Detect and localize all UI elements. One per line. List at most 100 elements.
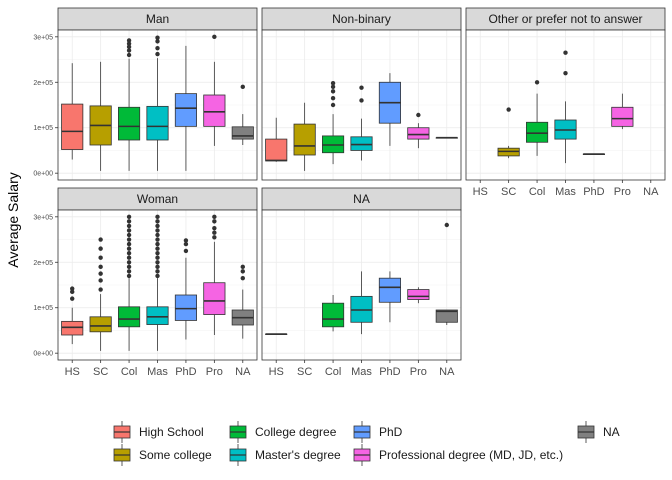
legend-label: High School: [139, 425, 204, 439]
outlier-point: [126, 223, 132, 229]
x-tick-label: Pro: [410, 366, 427, 378]
x-tick-label: Pro: [614, 186, 631, 198]
outlier-point: [330, 80, 336, 86]
outlier-point: [155, 51, 160, 57]
facet-panel: Other or prefer not to answer HS SC Col Mas P…: [465, 7, 666, 198]
facet-strip-label: Non-binary: [332, 12, 391, 26]
y-tick-label: 1e+05: [33, 125, 53, 132]
box: [407, 287, 430, 304]
legend-label: Some college: [139, 448, 212, 462]
y-tick-label: 0e+00: [33, 351, 53, 358]
plot-panel-border: [57, 29, 258, 181]
box-body: [61, 320, 84, 336]
outlier-point: [98, 255, 103, 260]
legend-item: High School: [113, 421, 204, 443]
box-body: [407, 289, 430, 300]
outlier-point: [126, 237, 132, 242]
outlier-point: [212, 214, 217, 220]
box-body: [293, 123, 316, 156]
outlier-point: [155, 273, 160, 279]
box-body: [611, 106, 634, 127]
box-body: [118, 106, 141, 141]
box: [435, 136, 458, 139]
facet-strip-label: Man: [146, 12, 169, 26]
outlier-point: [534, 80, 540, 85]
legend: High School Some college College degree Mas…: [113, 421, 620, 466]
outlier-point: [212, 219, 217, 224]
outlier-point: [563, 70, 568, 76]
box: [203, 214, 226, 335]
x-tick-label: NA: [439, 366, 455, 378]
outlier-point: [155, 219, 160, 224]
legend-label: NA: [603, 425, 620, 439]
outlier-point: [98, 246, 103, 251]
box: [146, 35, 169, 171]
box-body: [322, 302, 345, 328]
outlier-point: [183, 238, 189, 243]
outlier-point: [126, 250, 132, 256]
outlier-point: [155, 214, 160, 220]
outlier-point: [240, 275, 245, 281]
box: [293, 102, 316, 171]
outlier-point: [155, 35, 160, 40]
outlier-point: [126, 260, 132, 265]
box-body: [231, 126, 254, 140]
outlier-point: [359, 85, 364, 90]
outlier-point: [126, 273, 132, 279]
outlier-point: [98, 271, 103, 276]
outlier-point: [70, 286, 75, 291]
box: [378, 271, 401, 323]
box-body: [265, 138, 288, 162]
outlier-point: [155, 246, 160, 251]
outlier-point: [155, 260, 160, 265]
box: [322, 295, 345, 332]
outlier-point: [126, 38, 132, 43]
box: [203, 34, 226, 146]
box-body: [203, 94, 226, 127]
outlier-point: [126, 44, 132, 50]
outlier-point: [155, 232, 160, 238]
box: [174, 45, 197, 171]
outlier-point: [155, 264, 160, 270]
legend-item: Professional degree (MD, JD, etc.): [353, 444, 563, 466]
legend-item: Some college: [113, 444, 212, 466]
box: [554, 50, 577, 164]
box: [350, 271, 373, 335]
box: [231, 264, 254, 339]
outlier-point: [155, 269, 160, 274]
outlier-point: [330, 89, 336, 94]
outlier-point: [183, 241, 189, 247]
box: [231, 84, 254, 145]
box-body: [526, 121, 549, 143]
outlier-point: [506, 107, 511, 112]
box-body: [146, 306, 169, 325]
box: [61, 63, 84, 160]
outlier-point: [126, 219, 132, 224]
box: [350, 85, 373, 161]
box-body: [203, 282, 226, 315]
box-body: [118, 306, 141, 328]
box: [61, 286, 84, 345]
y-tick-label: 2e+05: [33, 80, 53, 87]
outlier-point: [155, 39, 160, 44]
x-tick-label: PhD: [583, 186, 604, 198]
facet-panel: Man 0e+00 1e+05 2e+05 3e+05: [33, 7, 258, 181]
y-tick-label: 3e+05: [33, 214, 53, 221]
box: [611, 93, 634, 130]
outlier-point: [70, 289, 75, 295]
facet-panel: NA HS SC Col Mas PhD Pro NA: [261, 187, 462, 378]
outlier-point: [240, 269, 245, 274]
legend-label: Professional degree (MD, JD, etc.): [379, 448, 563, 462]
x-tick-label: SC: [93, 366, 108, 378]
x-tick-label: SC: [501, 186, 516, 198]
plot-panel-border: [261, 29, 462, 181]
outlier-point: [212, 34, 217, 40]
outlier-point: [126, 255, 132, 260]
box: [118, 38, 141, 171]
outlier-point: [98, 278, 103, 283]
outlier-point: [98, 237, 103, 242]
box-body: [174, 294, 197, 321]
x-tick-label: Mas: [351, 366, 372, 378]
box-body: [174, 93, 197, 127]
box: [118, 214, 141, 351]
